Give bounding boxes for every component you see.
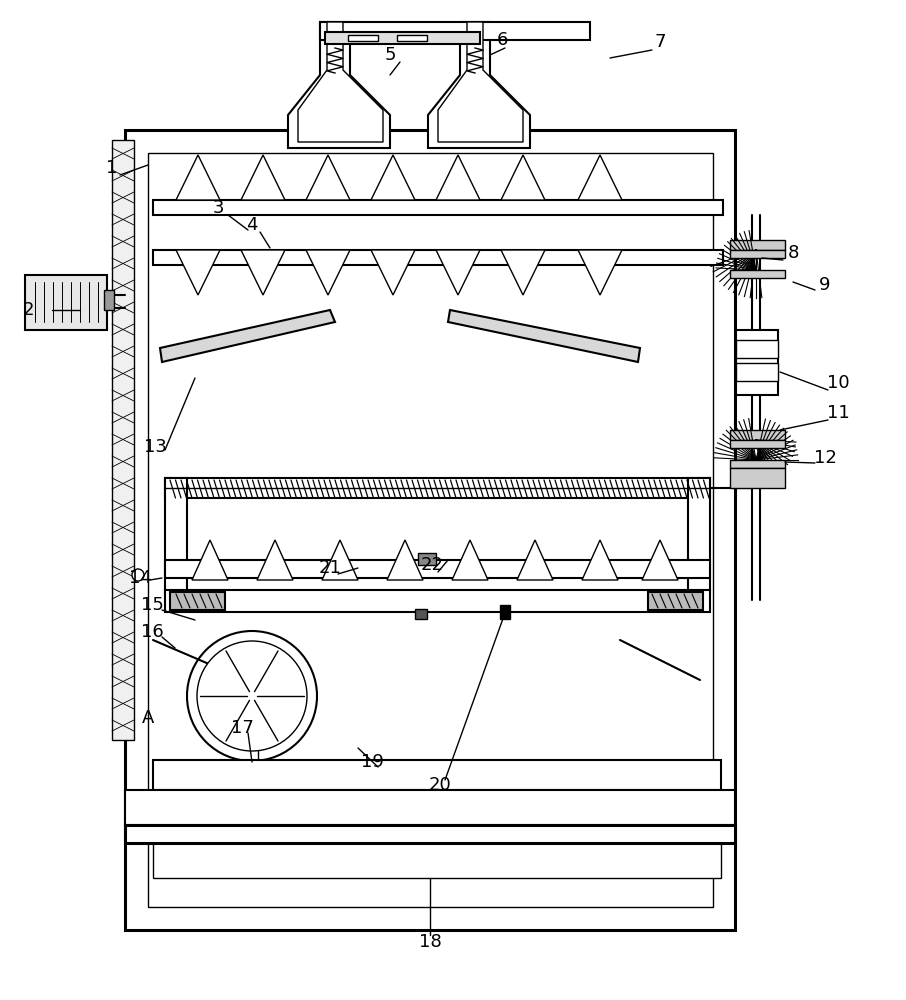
- Polygon shape: [176, 155, 220, 200]
- Bar: [320, 22, 590, 40]
- Text: 14: 14: [129, 569, 151, 587]
- Polygon shape: [578, 250, 622, 295]
- Polygon shape: [642, 540, 678, 580]
- Bar: [104, 290, 114, 310]
- Text: 11: 11: [826, 404, 850, 422]
- Circle shape: [132, 569, 144, 581]
- Text: 22: 22: [420, 556, 444, 574]
- Polygon shape: [578, 155, 622, 200]
- Polygon shape: [448, 310, 640, 362]
- Bar: [730, 240, 785, 250]
- Bar: [736, 363, 778, 381]
- Text: 4: 4: [246, 216, 257, 234]
- Bar: [25, 275, 107, 330]
- Polygon shape: [306, 155, 350, 200]
- Text: 16: 16: [140, 623, 163, 641]
- Text: 13: 13: [143, 438, 167, 456]
- Polygon shape: [322, 540, 358, 580]
- Polygon shape: [501, 250, 545, 295]
- Polygon shape: [288, 22, 390, 148]
- Polygon shape: [387, 540, 423, 580]
- Polygon shape: [428, 22, 530, 148]
- Polygon shape: [371, 155, 415, 200]
- Text: 5: 5: [384, 46, 396, 64]
- Text: 15: 15: [140, 596, 163, 614]
- Text: 21: 21: [319, 559, 342, 577]
- Text: 8: 8: [787, 244, 799, 262]
- Bar: [153, 760, 721, 790]
- Text: 3: 3: [212, 199, 224, 217]
- Polygon shape: [438, 22, 523, 142]
- Text: 1: 1: [106, 159, 118, 177]
- Bar: [348, 35, 378, 41]
- Bar: [165, 478, 187, 593]
- Bar: [736, 340, 778, 358]
- Text: 17: 17: [230, 719, 254, 737]
- Polygon shape: [501, 155, 545, 200]
- Bar: [165, 478, 710, 498]
- Text: 12: 12: [814, 449, 836, 467]
- Polygon shape: [160, 310, 335, 362]
- Bar: [153, 200, 723, 215]
- Bar: [730, 468, 785, 488]
- Text: 9: 9: [819, 276, 831, 294]
- Bar: [125, 790, 735, 825]
- Polygon shape: [298, 22, 383, 142]
- Bar: [153, 828, 721, 878]
- Bar: [688, 478, 710, 593]
- Polygon shape: [582, 540, 618, 580]
- Bar: [730, 270, 785, 278]
- Bar: [112, 140, 134, 740]
- Bar: [648, 592, 703, 610]
- Text: 7: 7: [654, 33, 666, 51]
- Text: 2: 2: [23, 301, 34, 319]
- Circle shape: [187, 631, 317, 761]
- Bar: [170, 592, 225, 610]
- Bar: [500, 605, 510, 619]
- Polygon shape: [306, 250, 350, 295]
- Bar: [153, 250, 723, 265]
- Polygon shape: [257, 540, 293, 580]
- Bar: [397, 35, 427, 41]
- Polygon shape: [436, 155, 480, 200]
- Bar: [148, 153, 713, 907]
- Bar: [125, 825, 735, 843]
- Bar: [415, 609, 427, 619]
- Bar: [325, 32, 480, 44]
- Bar: [125, 130, 735, 930]
- Polygon shape: [176, 250, 220, 295]
- Bar: [736, 330, 778, 395]
- Text: 19: 19: [361, 753, 383, 771]
- Polygon shape: [241, 250, 285, 295]
- Polygon shape: [241, 155, 285, 200]
- Polygon shape: [436, 250, 480, 295]
- Text: 18: 18: [419, 933, 441, 951]
- Bar: [730, 250, 785, 258]
- Text: A: A: [142, 709, 154, 727]
- Bar: [165, 560, 710, 578]
- Polygon shape: [192, 540, 228, 580]
- Bar: [165, 590, 710, 612]
- Polygon shape: [517, 540, 553, 580]
- Text: 20: 20: [429, 776, 451, 794]
- Polygon shape: [452, 540, 488, 580]
- Text: 10: 10: [826, 374, 849, 392]
- Circle shape: [197, 641, 307, 751]
- Text: 6: 6: [496, 31, 507, 49]
- Bar: [730, 440, 785, 448]
- Polygon shape: [371, 250, 415, 295]
- Bar: [418, 553, 436, 565]
- Bar: [730, 460, 785, 468]
- Bar: [730, 430, 785, 440]
